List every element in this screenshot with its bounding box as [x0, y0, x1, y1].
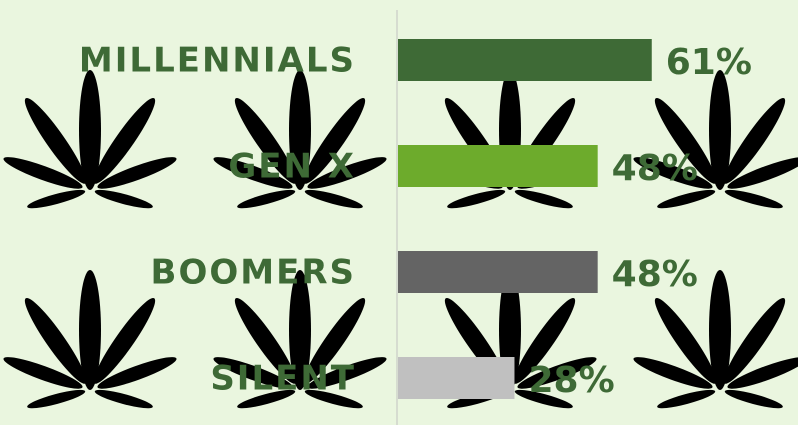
bar [398, 39, 652, 81]
bar [398, 357, 515, 399]
value-label: 48% [612, 148, 698, 189]
bar [398, 251, 598, 293]
category-label: SILENT [210, 359, 356, 399]
category-label: GEN X [228, 147, 356, 187]
value-label: 48% [612, 254, 698, 295]
category-label: BOOMERS [151, 253, 356, 293]
value-label: 28% [528, 360, 614, 401]
bar [398, 145, 598, 187]
value-label: 61% [666, 42, 752, 83]
category-label: MILLENNIALS [79, 41, 356, 81]
